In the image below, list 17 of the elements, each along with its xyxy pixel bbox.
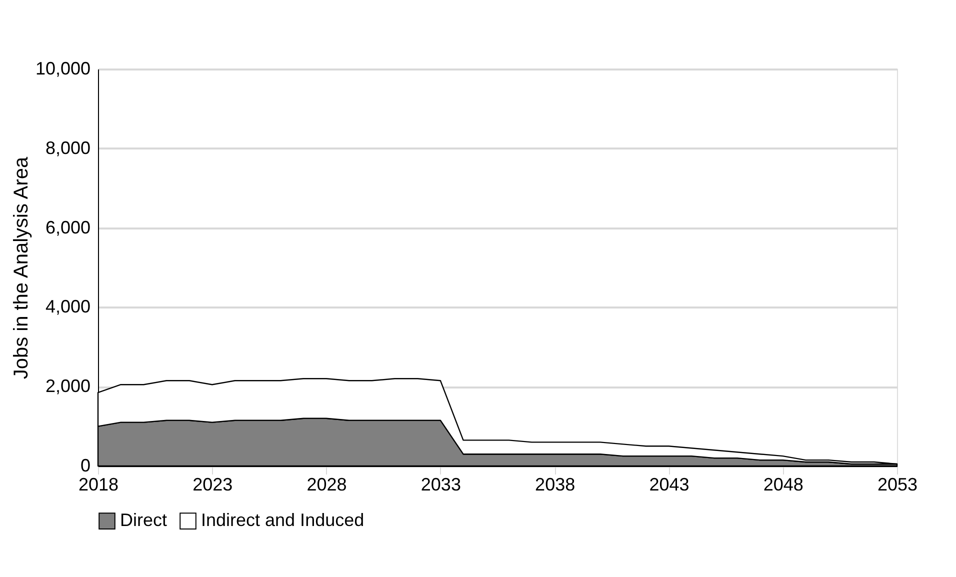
x-tick-label: 2053 (877, 474, 918, 494)
y-tick-label: 6,000 (45, 217, 90, 238)
y-tick-label: 4,000 (45, 296, 90, 317)
x-tick-label: 2018 (78, 474, 119, 494)
legend-label: Indirect and Induced (201, 510, 364, 530)
y-tick-label: 2,000 (45, 376, 90, 396)
legend-label: Direct (120, 510, 168, 530)
y-axis-title: Jobs in the Analysis Area (10, 156, 32, 380)
x-tick-label: 2023 (192, 474, 233, 494)
x-tick-label: 2033 (420, 474, 461, 494)
y-tick-label: 0 (80, 456, 90, 476)
x-tick-label: 2048 (763, 474, 804, 494)
y-tick-label: 8,000 (45, 138, 90, 158)
x-tick-label: 2038 (535, 474, 576, 494)
y-tick-label: 10,000 (35, 58, 90, 78)
x-tick-label: 2028 (306, 474, 347, 494)
x-tick-label: 2043 (649, 474, 690, 494)
